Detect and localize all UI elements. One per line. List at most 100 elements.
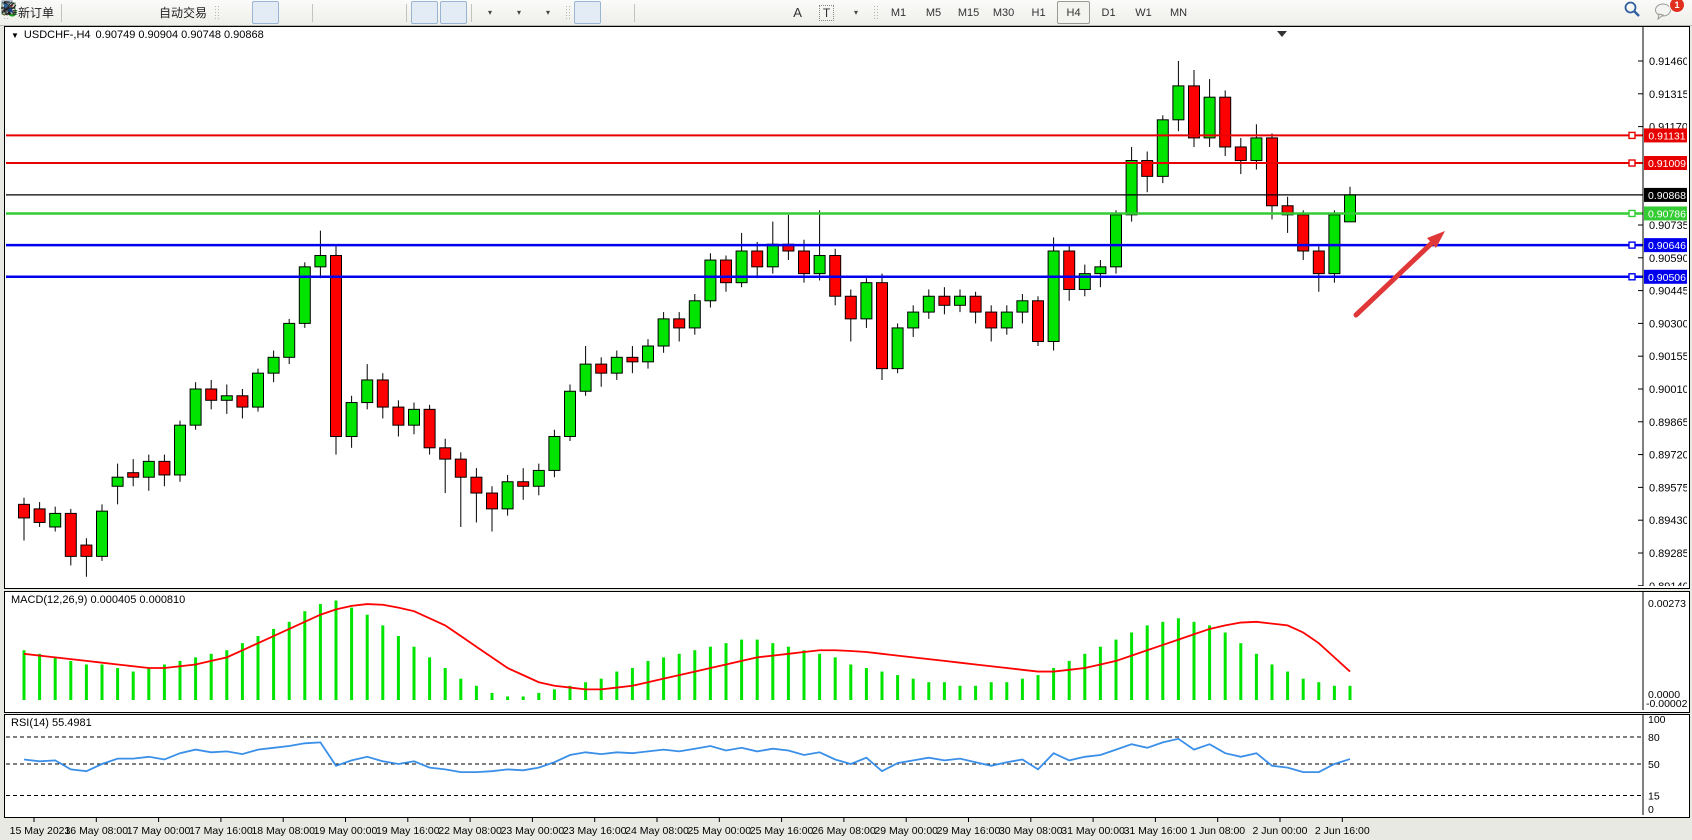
time-axis-label: 19 May 00:00 <box>314 825 378 837</box>
top-toolbar: 新订单 自动交易 <box>0 0 1692 26</box>
svg-text:0.90300: 0.90300 <box>1649 318 1687 330</box>
price-badge <box>1644 206 1687 221</box>
timeframe-m30-button[interactable]: M30 <box>992 6 1015 19</box>
svg-text:0.89285: 0.89285 <box>1649 548 1687 560</box>
bar-chart-mode-button[interactable] <box>2 1 250 24</box>
time-axis-label: 29 May 00:00 <box>874 825 938 837</box>
price-badge <box>1644 187 1687 202</box>
time-axis[interactable]: 15 May 2023 16 May 08:00 17 May 00:00 17 Ma… <box>4 818 1690 840</box>
timeframe-h1-button[interactable]: H1 <box>1031 6 1046 19</box>
line-handle[interactable] <box>1628 159 1636 167</box>
svg-text:0.90155: 0.90155 <box>1649 351 1687 363</box>
price-badge <box>1644 128 1687 143</box>
line-handle[interactable] <box>1628 209 1636 218</box>
auto-trading-button[interactable]: 自动交易 <box>1 1 210 24</box>
price-badge <box>1644 269 1687 284</box>
line-handle[interactable] <box>1628 131 1636 140</box>
trendline-tool-button[interactable] <box>1 1 724 24</box>
time-axis-label: 2 Jun 16:00 <box>1315 825 1370 837</box>
time-axis-label: 16 May 08:00 <box>64 825 128 837</box>
rsi-canvas[interactable]: 100 80 50 150 <box>5 715 1687 815</box>
macd-canvas[interactable]: 0.00273 0.0000-0.000024 <box>5 592 1687 710</box>
dropdown-caret: ▾ <box>517 8 522 17</box>
time-axis-label: 24 May 08:00 <box>625 825 689 837</box>
new-order-label: 新订单 <box>18 6 55 20</box>
rsi-indicator-panel[interactable]: RSI(14) 55.4981 100 80 50 15 0 <box>4 714 1690 818</box>
price-lines[interactable]: 0.911310.910090.908680.907860.906460.905… <box>6 128 1687 284</box>
cursor-tool-button[interactable] <box>4 1 602 24</box>
chart-collapse-icon[interactable]: ▼ <box>11 30 19 40</box>
macd-indicator-panel[interactable]: MACD(12,26,9) 0.000405 0.000810 0.00273 0… <box>4 591 1690 713</box>
chart-shift-marker[interactable] <box>1277 31 1287 37</box>
new-chart-button[interactable] <box>1 1 122 24</box>
macd-axis-min: -0.000024 <box>1646 698 1687 710</box>
indicators-button[interactable]: ▾ <box>1 1 503 24</box>
signals-button[interactable] <box>2 1 151 24</box>
timeframe-h4-button[interactable]: H4 <box>1057 1 1091 24</box>
templates-button[interactable]: ▾ <box>1 1 561 24</box>
time-axis-label: 25 May 00:00 <box>687 825 751 837</box>
timeframe-m5-button[interactable]: M5 <box>925 6 942 19</box>
candlestick-chart-canvas[interactable]: 0.91460 0.91315 0.91170 0.90735 0.90590 0.904… <box>5 27 1687 586</box>
price-badge-text: 0.91009 <box>1648 158 1686 170</box>
arrows-tool-button[interactable]: ▾ <box>3 1 869 24</box>
timeframe-d1-button[interactable]: D1 <box>1101 6 1116 19</box>
chart-title: ▼ USDCHF-,H4 0.90749 0.90904 0.90748 0.9… <box>11 29 264 41</box>
tile-windows-button[interactable] <box>1 1 402 24</box>
rsi-axis-tick: 50 <box>1648 759 1660 771</box>
time-axis-label: 1 Jun 08:00 <box>1190 825 1245 837</box>
svg-text:0.89575: 0.89575 <box>1649 482 1687 494</box>
horizontal-line-tool-button[interactable] <box>1 1 695 24</box>
timeframe-m1-button[interactable]: M1 <box>890 6 907 19</box>
text-tool-button[interactable]: A <box>784 1 811 24</box>
fibonacci-tool-button[interactable]: F <box>2 1 782 24</box>
macd-histogram <box>22 600 1352 700</box>
text-label-tool-button[interactable]: T <box>813 1 840 24</box>
chart-shift-button[interactable] <box>3 1 468 24</box>
search-button[interactable] <box>1624 1 1651 24</box>
crosshair-tool-button[interactable] <box>1 1 630 24</box>
line-handle[interactable] <box>1628 241 1636 249</box>
time-axis-label: 15 May 2023 <box>10 825 71 837</box>
dropdown-caret: ▾ <box>488 8 493 17</box>
svg-text:0.90010: 0.90010 <box>1649 384 1687 396</box>
svg-text:0.89865: 0.89865 <box>1649 417 1687 429</box>
auto-trading-label: 自动交易 <box>159 6 208 20</box>
svg-text:0.90445: 0.90445 <box>1649 286 1687 298</box>
time-axis-label: 17 May 00:00 <box>127 825 191 837</box>
toolbar-grip[interactable] <box>565 4 571 21</box>
community-button[interactable]: 1 <box>1653 0 1685 24</box>
line-chart-mode-button[interactable] <box>2 1 308 24</box>
rsi-label: RSI(14) 55.4981 <box>11 717 92 729</box>
timeframe-mn-button[interactable]: MN <box>1169 6 1188 19</box>
macd-axis-max: 0.00273 <box>1648 598 1686 610</box>
time-axis-label: 19 May 16:00 <box>376 825 440 837</box>
timeframe-m15-button[interactable]: M15 <box>957 6 980 19</box>
toolbar-grip[interactable] <box>873 4 879 21</box>
price-badge-text: 0.90506 <box>1648 272 1686 284</box>
time-axis-label: 23 May 16:00 <box>563 825 627 837</box>
time-axis-label: 18 May 08:00 <box>251 825 315 837</box>
macd-signal-line <box>23 603 1351 691</box>
styler-button[interactable] <box>2 1 93 24</box>
svg-text:0.91460: 0.91460 <box>1649 56 1687 68</box>
vertical-line-tool-button[interactable] <box>5 1 666 24</box>
periods-button[interactable]: ▾ <box>1 1 532 24</box>
notification-badge[interactable]: 1 <box>1669 0 1685 13</box>
main-chart-panel[interactable]: ▼ USDCHF-,H4 0.90749 0.90904 0.90748 0.9… <box>4 26 1690 589</box>
channel-tool-button[interactable]: E <box>1 1 753 24</box>
auto-scroll-button[interactable] <box>3 1 439 24</box>
zoom-in-button[interactable] <box>1 1 344 24</box>
trend-arrow-annotation[interactable] <box>1353 231 1445 318</box>
new-order-button[interactable]: 新订单 <box>1 0 57 24</box>
candlestick-mode-button[interactable] <box>2 1 280 24</box>
zoom-out-button[interactable] <box>1 1 373 24</box>
time-axis-label: 2 Jun 00:00 <box>1253 825 1308 837</box>
svg-text:0.89430: 0.89430 <box>1649 515 1687 527</box>
toolbar-grip[interactable] <box>214 4 220 21</box>
time-axis-label: 30 May 08:00 <box>999 825 1063 837</box>
timeframe-w1-button[interactable]: W1 <box>1135 6 1152 19</box>
line-handle[interactable] <box>1628 273 1636 281</box>
